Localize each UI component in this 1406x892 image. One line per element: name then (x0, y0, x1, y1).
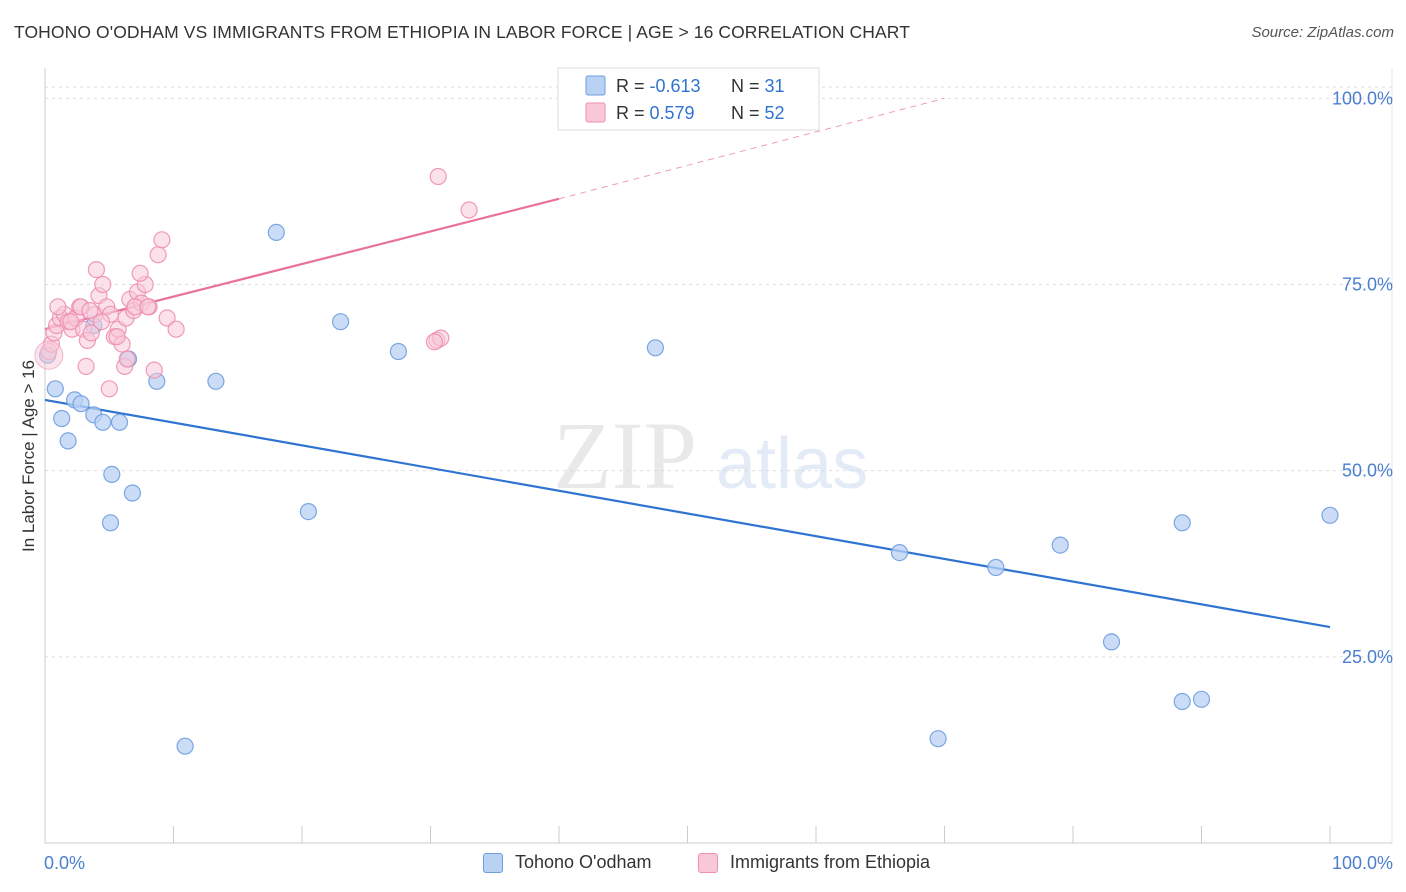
point-ethiopia-large (34, 340, 64, 370)
point-tohono-7 (94, 413, 112, 431)
point-ethiopia-38 (49, 298, 67, 316)
data-points (34, 167, 1339, 755)
point-ethiopia-50 (429, 167, 447, 186)
point-tohono-1 (46, 380, 64, 398)
point-ethiopia-28 (145, 361, 163, 379)
svg-text:N = 52: N = 52 (731, 103, 785, 123)
point-tohono-23 (987, 558, 1005, 577)
svg-text:R = 0.579: R = 0.579 (616, 103, 695, 123)
watermark: ZIP atlas (553, 402, 868, 509)
legend-swatch-pink (585, 102, 606, 123)
legend-r-label-2: R = (616, 103, 650, 123)
legend-bottom: Tohono O'odham Immigrants from Ethiopia (0, 848, 1406, 880)
y-tick-label-50: 50.0% (1342, 461, 1393, 481)
legend-r-label-1: R = (616, 76, 650, 96)
point-ethiopia-41 (81, 302, 99, 320)
y-tick-labels: 25.0% 50.0% 75.0% 100.0% (1332, 88, 1393, 666)
axes (44, 68, 1393, 844)
watermark-atlas: atlas (716, 424, 868, 504)
point-ethiopia-51 (460, 201, 478, 219)
legend-swatch-ethiopia (698, 852, 718, 873)
point-ethiopia-15 (94, 275, 112, 294)
legend-r-value-1: -0.613 (650, 76, 701, 96)
point-tohono-28 (1192, 690, 1211, 708)
y-tick-label-25: 25.0% (1342, 647, 1393, 667)
point-tohono-2 (53, 409, 71, 428)
grid-lines (45, 86, 1392, 658)
point-ethiopia-42 (92, 313, 111, 331)
x-tick-labels: 0.0% 100.0% (44, 853, 1393, 873)
point-tohono-22 (929, 730, 947, 748)
point-ethiopia-43 (108, 328, 126, 346)
x-tick-label-left: 0.0% (44, 853, 85, 873)
point-tohono-25 (1102, 633, 1121, 651)
point-ethiopia-46 (139, 298, 157, 316)
watermark-zip: ZIP (553, 402, 697, 509)
legend-label-tohono: Tohono O'odham (515, 852, 652, 872)
trend-line-ethiopia (44, 197, 560, 331)
point-tohono-12 (101, 514, 120, 532)
y-tick-label-75: 75.0% (1342, 275, 1393, 295)
point-ethiopia-44 (118, 350, 136, 368)
legend-item-ethiopia[interactable]: Immigrants from Ethiopia (698, 852, 930, 873)
point-ethiopia-33 (77, 357, 95, 375)
point-ethiopia-39 (62, 313, 80, 331)
point-tohono-24 (1051, 536, 1069, 554)
legend-n-label-2: N = (731, 103, 765, 123)
point-ethiopia-31 (158, 309, 176, 327)
y-tick-label-100: 100.0% (1332, 88, 1393, 108)
legend-item-tohono[interactable]: Tohono O'odham (483, 852, 652, 873)
svg-text:R = -0.613: R = -0.613 (616, 76, 701, 96)
legend-n-value-1: 31 (765, 76, 785, 96)
point-tohono-5 (72, 395, 90, 413)
point-tohono-3 (59, 432, 77, 450)
svg-text:N = 31: N = 31 (731, 76, 785, 96)
point-tohono-27 (1173, 692, 1191, 711)
legend-r-value-2: 0.579 (650, 103, 695, 123)
legend-n-value-2: 52 (765, 103, 785, 123)
point-tohono-18 (389, 342, 407, 361)
point-ethiopia-30 (153, 231, 171, 249)
point-tohono-21 (890, 543, 909, 562)
chart-source: Source: ZipAtlas.com (1251, 24, 1394, 41)
point-tohono-26 (1173, 514, 1191, 532)
trend-line-extension-ethiopia (558, 97, 945, 200)
legend-swatch-tohono (483, 852, 503, 873)
legend-label-ethiopia: Immigrants from Ethiopia (730, 852, 931, 872)
point-ethiopia-34 (87, 261, 106, 279)
point-tohono-15 (267, 223, 285, 241)
point-ethiopia-12 (82, 324, 100, 342)
point-tohono-14 (207, 372, 225, 390)
point-tohono-8 (103, 465, 121, 483)
point-tohono-11 (123, 484, 141, 502)
x-tick-label-right: 100.0% (1332, 853, 1393, 873)
point-tohono-19 (646, 339, 665, 357)
chart-title: TOHONO O'ODHAM VS IMMIGRANTS FROM ETHIOP… (14, 22, 910, 42)
trend-line-tohono (44, 398, 1331, 629)
point-ethiopia-35 (100, 380, 118, 398)
point-tohono-9 (110, 413, 129, 431)
point-tohono-16 (299, 503, 317, 521)
point-tohono-20 (176, 737, 194, 755)
trend-lines (44, 97, 1331, 629)
point-ethiopia-49 (425, 333, 443, 351)
point-ethiopia-29 (149, 246, 167, 264)
point-tohono-29 (1321, 506, 1339, 524)
point-ethiopia-45 (131, 264, 149, 282)
point-ethiopia-32 (167, 320, 185, 338)
legend-swatch-blue (585, 75, 606, 96)
point-tohono-17 (332, 313, 350, 331)
y-axis-label: In Labor Force | Age > 16 (19, 360, 38, 552)
legend-n-label-1: N = (731, 76, 765, 96)
legend-stats: R = -0.613 N = 31 R = 0.579 N = 52 (557, 67, 820, 131)
